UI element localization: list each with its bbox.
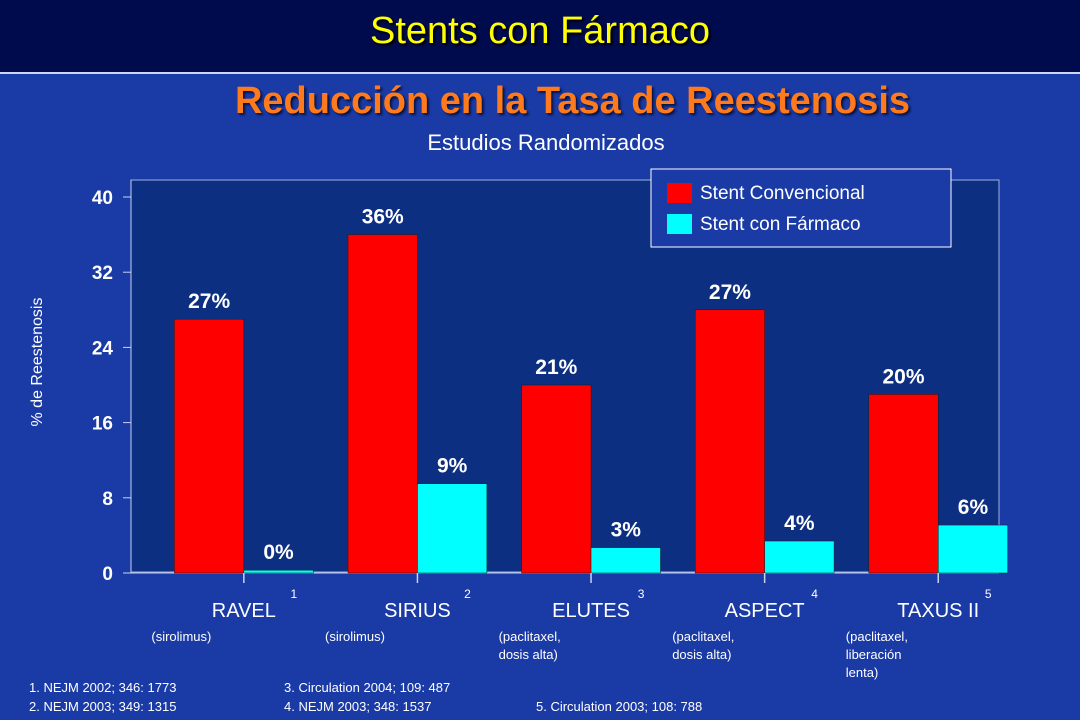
bar-convencional-aspect <box>694 309 765 574</box>
bar-labels: 27% 0% 36% 9% 21% 3% 27% 4% 20% 6% <box>188 206 988 565</box>
chart-subsubtitle: Estudios Randomizados <box>427 130 665 155</box>
y-tick-label: 32 <box>92 263 113 284</box>
category-ref-number: 4 <box>811 587 818 601</box>
category-drug-label: dosis alta) <box>499 647 558 662</box>
reference-5: 5. Circulation 2003; 108: 788 <box>536 699 703 714</box>
bar-farmaco-taxus-ii <box>937 524 1008 574</box>
bar-value-label: 20% <box>883 365 925 388</box>
bar-value-label: 27% <box>709 281 751 304</box>
category-label: RAVEL <box>212 600 276 622</box>
category-ref-number: 5 <box>985 587 992 601</box>
y-tick-label: 24 <box>92 338 114 359</box>
y-tick-label: 40 <box>92 188 113 209</box>
category-drug-label: liberación <box>846 647 902 662</box>
category-label: TAXUS II <box>897 600 979 622</box>
references-col-1: 1. NEJM 2002; 346: 1773 2. NEJM 2003; 34… <box>29 678 176 716</box>
slide-title: Stents con Fármaco <box>369 10 711 52</box>
reference-2: 2. NEJM 2003; 349: 1315 <box>29 699 177 714</box>
category-ref-number: 3 <box>638 587 645 601</box>
category-drug-label: lenta) <box>846 665 879 680</box>
bars <box>174 234 1008 574</box>
x-categories: RAVEL 1 (sirolimus) SIRIUS 2 (sirolimus) ELUTE… <box>151 573 992 680</box>
bar-value-label: 4% <box>784 512 815 535</box>
bar-convencional-taxus-ii <box>868 394 939 574</box>
bar-farmaco-ravel <box>243 569 314 574</box>
references-col-3: 5. Circulation 2003; 108: 788 <box>536 697 702 716</box>
category-drug-label: (sirolimus) <box>151 629 211 644</box>
category-label: ASPECT <box>725 600 805 622</box>
bar-value-label: 36% <box>362 206 404 229</box>
category-label: ELUTES <box>552 600 630 622</box>
category-drug-label: (sirolimus) <box>325 629 385 644</box>
y-tick-label: 16 <box>92 414 113 435</box>
y-axis-label: % de Reestenosis <box>29 298 46 427</box>
references-col-2: 3. Circulation 2004; 109: 487 4. NEJM 20… <box>284 678 450 716</box>
bar-value-label: 3% <box>611 519 642 542</box>
legend-swatch-farmaco <box>667 214 692 234</box>
title-bar <box>0 0 1080 74</box>
reference-1: 1. NEJM 2002; 346: 1773 <box>29 680 177 695</box>
category-drug-label: (paclitaxel, <box>499 629 561 644</box>
legend-label-convencional: Stent Convencional <box>700 183 865 204</box>
category-drug-label: (paclitaxel, <box>672 629 734 644</box>
category-ref-number: 2 <box>464 587 471 601</box>
bar-farmaco-elutes <box>590 547 661 574</box>
bar-convencional-elutes <box>521 384 592 574</box>
category-drug-label: dosis alta) <box>672 647 731 662</box>
bar-farmaco-sirius <box>417 483 488 574</box>
category-ref-number: 1 <box>290 587 297 601</box>
category-drug-label: (paclitaxel, <box>846 629 908 644</box>
y-ticks: 0 8 16 24 32 40 <box>92 188 131 585</box>
legend: Stent Convencional Stent con Fármaco <box>650 168 952 248</box>
bar-value-label: 6% <box>958 496 989 519</box>
bar-convencional-ravel <box>174 318 245 574</box>
bar-value-label: 27% <box>188 290 230 313</box>
bar-value-label: 9% <box>437 455 468 478</box>
bar-value-label: 21% <box>535 356 577 379</box>
category-label: SIRIUS <box>384 600 451 622</box>
bar-convencional-sirius <box>347 234 418 574</box>
y-tick-label: 0 <box>102 564 113 585</box>
legend-box <box>650 168 952 248</box>
reference-3: 3. Circulation 2004; 109: 487 <box>284 680 451 695</box>
bar-farmaco-aspect <box>764 540 835 574</box>
chart-subtitle: Reducción en la Tasa de Reestenosis <box>234 80 911 122</box>
legend-label-farmaco: Stent con Fármaco <box>700 214 861 235</box>
bar-value-label: 0% <box>263 541 294 564</box>
reference-4: 4. NEJM 2003; 348: 1537 <box>284 699 432 714</box>
y-tick-label: 8 <box>102 489 113 510</box>
legend-swatch-convencional <box>667 183 692 203</box>
